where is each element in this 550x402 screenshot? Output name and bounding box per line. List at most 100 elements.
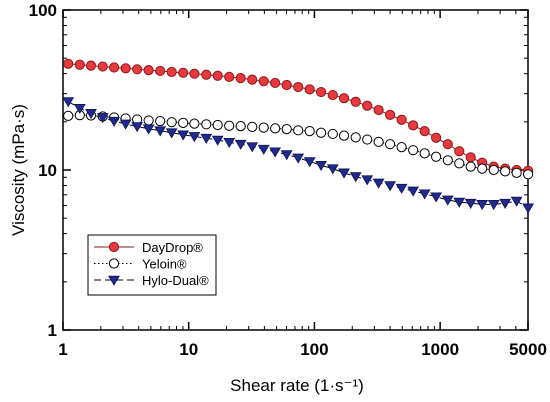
data-point bbox=[315, 127, 327, 138]
data-point bbox=[418, 189, 431, 200]
data-point bbox=[258, 76, 269, 87]
data-point bbox=[338, 168, 350, 179]
data-point bbox=[258, 122, 269, 133]
data-point bbox=[269, 147, 282, 158]
data-point bbox=[407, 186, 420, 197]
data-point bbox=[441, 195, 454, 206]
data-point bbox=[189, 118, 200, 129]
data-point bbox=[257, 144, 270, 155]
data-point bbox=[154, 126, 167, 137]
data-point bbox=[430, 192, 443, 203]
data-point bbox=[454, 158, 465, 169]
data-point bbox=[304, 126, 315, 137]
data-point bbox=[511, 167, 522, 178]
data-point bbox=[201, 69, 212, 80]
data-point bbox=[442, 155, 453, 166]
data-point bbox=[63, 58, 74, 69]
data-point bbox=[166, 66, 177, 78]
data-point bbox=[465, 152, 476, 163]
data-point bbox=[385, 139, 396, 150]
data-point bbox=[293, 125, 304, 136]
data-point bbox=[119, 119, 132, 130]
data-point bbox=[464, 198, 477, 209]
data-point bbox=[223, 137, 236, 149]
data-point bbox=[212, 119, 223, 131]
data-point bbox=[96, 113, 109, 124]
data-point bbox=[131, 122, 144, 133]
data-point bbox=[499, 198, 512, 209]
data-point bbox=[211, 135, 224, 146]
x-tick-label: 1000 bbox=[421, 340, 459, 359]
data-point bbox=[108, 116, 121, 127]
y-tick-label: 1 bbox=[48, 321, 57, 340]
data-point bbox=[155, 116, 166, 127]
data-point bbox=[408, 120, 419, 131]
y-axis-label: Viscosity (mPa·s) bbox=[9, 104, 28, 236]
data-point bbox=[166, 117, 177, 128]
series-2 bbox=[63, 110, 534, 180]
data-point bbox=[510, 196, 523, 207]
data-point bbox=[293, 81, 304, 93]
data-point bbox=[500, 166, 511, 177]
data-point bbox=[326, 164, 339, 175]
data-point bbox=[304, 84, 315, 95]
data-point bbox=[488, 164, 499, 176]
data-point bbox=[280, 150, 293, 161]
data-point bbox=[419, 148, 430, 159]
data-point bbox=[487, 200, 500, 211]
data-point bbox=[235, 121, 246, 132]
legend: DayDrop® Yeloin®Hylo-Dual® bbox=[87, 234, 217, 296]
data-point bbox=[350, 132, 361, 143]
data-point bbox=[373, 136, 384, 147]
data-point bbox=[212, 70, 223, 81]
data-point bbox=[373, 104, 384, 116]
data-point bbox=[155, 65, 166, 77]
data-point bbox=[431, 132, 442, 143]
ticks: 1 10 100 1000 5000 1 10 100 bbox=[29, 1, 547, 359]
legend-label: Hylo-Dual® bbox=[142, 273, 209, 288]
data-point bbox=[62, 97, 75, 108]
data-point bbox=[165, 128, 178, 139]
data-point bbox=[349, 172, 362, 183]
data-point bbox=[108, 258, 120, 269]
legend-label: DayDrop® bbox=[142, 240, 203, 255]
data-point bbox=[523, 169, 534, 180]
data-point bbox=[362, 134, 373, 145]
legend-label: Yeloin® bbox=[142, 257, 187, 272]
data-point bbox=[476, 200, 489, 211]
data-point bbox=[477, 163, 488, 174]
data-point bbox=[315, 86, 327, 98]
data-point bbox=[281, 79, 292, 91]
data-point bbox=[247, 74, 258, 85]
y-tick-label: 10 bbox=[38, 161, 57, 180]
data-point bbox=[142, 124, 155, 135]
data-point bbox=[188, 132, 201, 143]
data-point bbox=[454, 146, 465, 157]
data-point bbox=[177, 130, 190, 141]
data-point bbox=[338, 93, 350, 104]
data-point bbox=[224, 120, 235, 131]
data-point bbox=[178, 117, 189, 128]
data-point bbox=[235, 73, 246, 84]
data-point bbox=[465, 161, 476, 172]
data-point bbox=[270, 77, 281, 89]
y-tick-label: 100 bbox=[29, 1, 57, 20]
data-point bbox=[109, 62, 120, 73]
data-point bbox=[97, 61, 108, 72]
x-axis-label: Shear rate (1·s⁻¹) bbox=[230, 376, 364, 395]
data-point bbox=[315, 160, 327, 172]
data-point bbox=[63, 110, 74, 121]
data-point bbox=[189, 68, 200, 79]
data-point bbox=[372, 178, 385, 189]
data-point bbox=[85, 109, 97, 120]
x-tick-label: 1 bbox=[58, 340, 67, 359]
data-point bbox=[132, 64, 143, 75]
data-point bbox=[74, 59, 85, 70]
data-point bbox=[442, 139, 453, 150]
data-point bbox=[281, 124, 292, 135]
data-point bbox=[201, 119, 212, 130]
data-point bbox=[431, 151, 442, 162]
series bbox=[62, 58, 535, 214]
data-point bbox=[453, 197, 466, 208]
